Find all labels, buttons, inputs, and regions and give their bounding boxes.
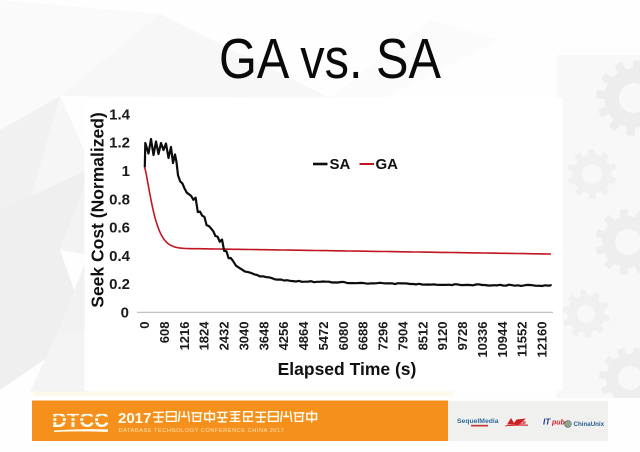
- svg-text:2017: 2017: [118, 410, 151, 427]
- svg-text:2432: 2432: [217, 322, 232, 351]
- svg-text:8512: 8512: [415, 322, 430, 351]
- svg-text:0.6: 0.6: [109, 220, 130, 237]
- svg-text:6688: 6688: [356, 322, 371, 351]
- svg-text:7904: 7904: [395, 321, 410, 351]
- svg-text:3040: 3040: [237, 322, 252, 351]
- svg-text:1216: 1216: [177, 322, 192, 351]
- svg-text:ChinaUnix: ChinaUnix: [574, 421, 605, 428]
- svg-text:0.4: 0.4: [109, 248, 131, 265]
- svg-text:GA vs. SA: GA vs. SA: [219, 27, 441, 91]
- svg-text:9120: 9120: [435, 322, 450, 351]
- svg-text:1: 1: [122, 163, 130, 180]
- svg-text:DATABASE TECHNOLOGY CONFERENCE: DATABASE TECHNOLOGY CONFERENCE CHINA 201…: [119, 428, 285, 434]
- svg-text:GA: GA: [376, 156, 399, 173]
- svg-text:1824: 1824: [197, 321, 212, 351]
- svg-text:4256: 4256: [276, 322, 291, 351]
- svg-text:pub: pub: [551, 420, 566, 427]
- svg-text:5472: 5472: [316, 322, 331, 351]
- svg-text:IT: IT: [543, 417, 551, 427]
- svg-text:0: 0: [137, 322, 152, 329]
- svg-text:7296: 7296: [376, 322, 391, 351]
- svg-text:Seek Cost (Normalized): Seek Cost (Normalized): [88, 112, 108, 307]
- svg-text:DTCC: DTCC: [52, 409, 109, 432]
- svg-text:4864: 4864: [296, 321, 311, 351]
- svg-text:0.8: 0.8: [109, 191, 130, 208]
- svg-text:10336: 10336: [475, 322, 490, 358]
- svg-text:11552: 11552: [515, 322, 530, 357]
- svg-text:SequelMedia: SequelMedia: [457, 418, 499, 425]
- svg-text:SA: SA: [330, 156, 351, 173]
- svg-text:10944: 10944: [495, 321, 510, 358]
- svg-text:1.2: 1.2: [109, 135, 130, 152]
- svg-text:Elapsed Time (s): Elapsed Time (s): [278, 359, 417, 379]
- svg-text:3648: 3648: [256, 322, 271, 351]
- svg-text:1.4: 1.4: [109, 106, 131, 123]
- svg-text:608: 608: [157, 322, 172, 344]
- svg-text:12160: 12160: [535, 322, 550, 358]
- svg-text:9728: 9728: [455, 322, 470, 351]
- svg-text:0.2: 0.2: [109, 276, 130, 293]
- svg-text:FiBB: FiBB: [516, 420, 526, 425]
- svg-text:6080: 6080: [336, 322, 351, 351]
- svg-text:0: 0: [121, 304, 129, 321]
